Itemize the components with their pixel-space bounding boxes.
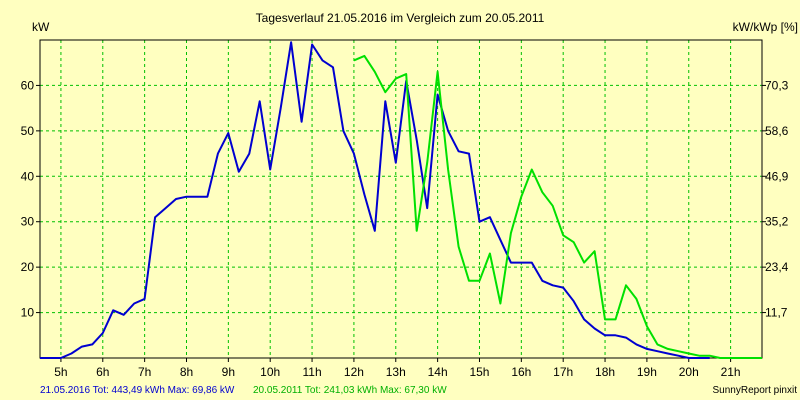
x-tick-label: 11h: [302, 365, 321, 379]
y-tick-label-left: 60: [21, 78, 35, 92]
x-tick-label: 13h: [386, 365, 406, 379]
x-tick-label: 8h: [180, 365, 193, 379]
y-tick-label-left: 20: [21, 260, 35, 274]
y-axis-right: 11,7 23,4 35,2 46,9 58,6 70,3: [762, 78, 789, 320]
y-tick-label-right: 35,2: [765, 215, 789, 229]
y-axis-left-label: kW: [32, 20, 50, 34]
y-tick-label-right: 58,6: [765, 124, 789, 138]
y-tick-label-left: 10: [21, 306, 35, 320]
x-tick-label: 10h: [260, 365, 280, 379]
x-tick-label: 18h: [595, 365, 615, 379]
series-line-1: [40, 41, 710, 359]
x-tick-label: 19h: [637, 365, 657, 379]
x-tick-label: 12h: [344, 365, 364, 379]
legend-series-2: 20.05.2011 Tot: 241,03 kWh Max: 67,30 kW: [253, 385, 447, 396]
x-tick-label: 15h: [469, 365, 489, 379]
y-tick-label-right: 23,4: [765, 260, 789, 274]
y-tick-label-right: 70,3: [765, 78, 789, 92]
series-lines: [40, 41, 762, 359]
x-tick-label: 16h: [511, 365, 531, 379]
legend-series-1: 21.05.2016 Tot: 443,49 kWh Max: 69,86 kW: [40, 385, 235, 396]
x-tick-label: 7h: [138, 365, 151, 379]
y-tick-label-right: 11,7: [765, 306, 788, 320]
x-tick-label: 6h: [96, 365, 109, 379]
series-line-2: [353, 54, 762, 359]
x-tick-label: 14h: [428, 365, 448, 379]
credit-label: SunnyReport pinxit: [713, 385, 798, 396]
x-axis: 5h 6h 7h 8h 9h 10h 11h 12h 13h 14h 15h 16h 17h 18h 19h…: [54, 358, 741, 379]
y-tick-label-right: 46,9: [765, 169, 789, 183]
x-tick-label: 20h: [679, 365, 699, 379]
y-tick-label-left: 50: [21, 124, 35, 138]
y-tick-label-left: 30: [21, 215, 35, 229]
chart-title: Tagesverlauf 21.05.2016 im Vergleich zum…: [256, 11, 545, 25]
grid: [40, 40, 762, 358]
x-tick-label: 17h: [553, 365, 573, 379]
x-tick-label: 9h: [222, 365, 235, 379]
y-tick-label-left: 40: [21, 169, 35, 183]
plot-frame: [39, 39, 763, 359]
x-tick-label: 21h: [721, 365, 741, 379]
x-tick-label: 5h: [54, 365, 67, 379]
y-axis-left: 10 20 30 40 50 60: [21, 78, 40, 320]
y-axis-right-label: kW/kWp [%]: [733, 20, 798, 34]
